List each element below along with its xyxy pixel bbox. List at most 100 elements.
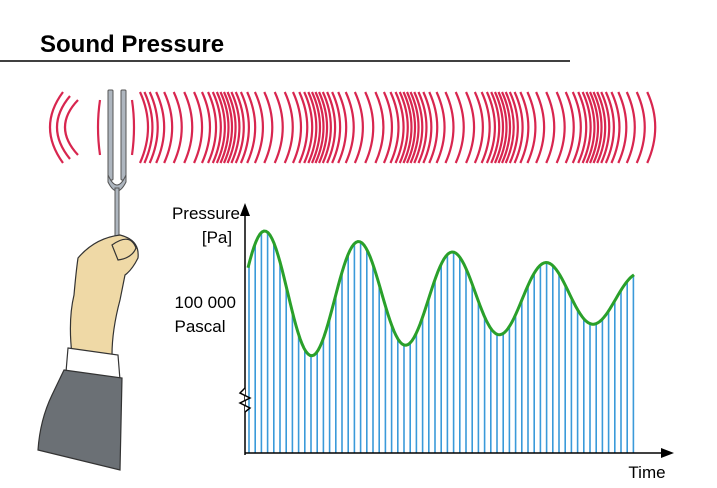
wave-arc — [604, 91, 615, 164]
wave-arc — [215, 91, 226, 164]
wave-arc — [183, 91, 194, 164]
wave-arc — [283, 91, 294, 164]
wave-arc — [155, 91, 166, 164]
wave-arc — [211, 91, 222, 164]
wave-arc — [234, 91, 245, 164]
wave-arc — [571, 91, 582, 164]
pressure-lines — [248, 232, 635, 453]
wave-arc — [501, 91, 512, 164]
wave-arc — [625, 91, 636, 164]
wave-arc — [303, 91, 314, 164]
wave-arc — [519, 91, 530, 164]
wave-arc — [148, 91, 159, 164]
reference-label: 100 000 — [175, 293, 236, 312]
wave-arc — [291, 91, 302, 164]
wave-arc — [589, 91, 600, 164]
wave-arc — [422, 91, 433, 164]
wave-arc — [402, 91, 413, 164]
wave-arc — [314, 91, 325, 164]
wave-arc — [219, 91, 230, 164]
wave-arc — [508, 91, 519, 164]
wave-arc — [490, 91, 501, 164]
wave-arc — [394, 91, 405, 164]
wave-arc — [331, 91, 342, 164]
wave-arc — [253, 91, 264, 164]
sound-waves — [48, 91, 657, 164]
x-label: Time — [628, 463, 665, 482]
wave-arc — [374, 91, 385, 164]
wave-arc — [610, 91, 621, 164]
wave-arc — [96, 99, 102, 156]
wave-arc — [444, 91, 455, 164]
wave-arc — [321, 91, 332, 164]
wave-arc — [382, 91, 393, 164]
wave-arc — [143, 91, 154, 164]
wave-arc — [646, 91, 657, 164]
y-label: Pressure — [172, 204, 240, 223]
wave-arc — [193, 91, 204, 164]
wave-arc — [428, 91, 439, 164]
wave-arc — [564, 91, 575, 164]
wave-arc — [298, 91, 309, 164]
wave-arc — [600, 91, 611, 164]
wave-arc — [581, 91, 592, 164]
wave-arc — [239, 91, 250, 164]
wave-arc — [555, 91, 566, 164]
wave-arc — [344, 91, 355, 164]
wave-arc — [222, 91, 234, 164]
wave-arc — [417, 91, 428, 164]
wave-arc — [326, 91, 337, 164]
wave-arc — [413, 91, 424, 164]
wave-arc — [364, 91, 375, 164]
wave-arc — [226, 91, 237, 164]
wave-arc — [497, 91, 508, 164]
reference-label: Pascal — [174, 317, 225, 336]
wave-arc — [592, 91, 603, 164]
wave-arc — [310, 91, 321, 164]
wave-arc — [596, 91, 607, 164]
axes — [238, 203, 674, 458]
wave-arc — [48, 91, 64, 164]
wave-arc — [454, 91, 465, 164]
wave-arc — [56, 95, 71, 160]
wave-arc — [263, 91, 274, 164]
wave-arc — [398, 91, 409, 164]
wave-arc — [318, 91, 329, 164]
wave-arc — [207, 91, 218, 164]
wave-arc — [504, 91, 515, 164]
wave-arc — [577, 91, 588, 164]
tuning-fork — [107, 89, 127, 244]
wave-arc — [163, 91, 174, 164]
wave-arc — [480, 91, 491, 164]
wave-arc — [138, 91, 150, 164]
hand — [37, 234, 139, 471]
wave-arc — [307, 91, 318, 164]
wave-arc — [172, 91, 183, 164]
wave-arc — [485, 91, 496, 164]
y-label: [Pa] — [202, 228, 232, 247]
wave-arc — [585, 91, 596, 164]
wave-arc — [473, 91, 484, 164]
wave-arc — [513, 91, 524, 164]
wave-arc — [64, 99, 79, 156]
wave-arc — [389, 91, 400, 164]
pressure-curve — [246, 229, 635, 358]
wave-arc — [353, 91, 364, 164]
wave-arc — [200, 91, 211, 164]
wave-arc — [406, 91, 417, 164]
wave-arc — [535, 91, 546, 164]
wave-arc — [465, 91, 476, 164]
wave-arc — [493, 91, 504, 164]
wave-arc — [409, 91, 420, 164]
wave-arc — [246, 91, 257, 164]
wave-arc — [337, 91, 348, 164]
wave-arc — [273, 91, 284, 164]
wave-arc — [635, 91, 646, 164]
title: Sound Pressure — [40, 31, 224, 58]
wave-arc — [545, 91, 556, 164]
wave-arc — [130, 99, 136, 156]
wave-arc — [617, 91, 628, 164]
wave-arc — [526, 91, 537, 164]
wave-arc — [435, 91, 446, 164]
